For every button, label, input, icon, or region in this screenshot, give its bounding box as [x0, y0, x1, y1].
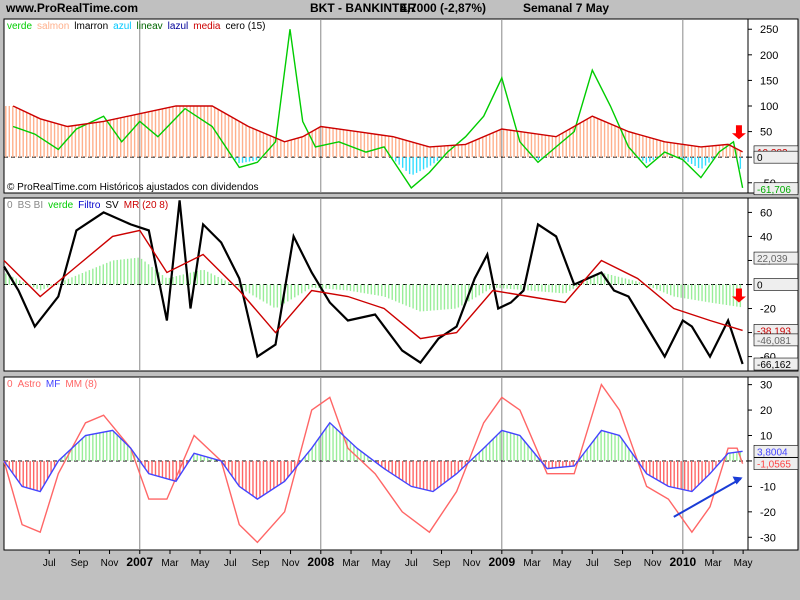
legend-item: lazul	[168, 21, 189, 32]
value-label-box	[753, 444, 799, 458]
price-label: 4,7000 (-2,87%)	[400, 1, 487, 15]
y-tick-label: 150	[760, 75, 778, 87]
chart-header: www.ProRealTime.com BKT - BANKINTER 4,70…	[0, 0, 800, 17]
x-tick-label: Jul	[586, 558, 599, 569]
site-url[interactable]: www.ProRealTime.com	[6, 1, 139, 15]
x-tick-label: May	[553, 558, 572, 569]
value-label: -66,162	[757, 360, 791, 371]
x-tick-label: Nov	[463, 558, 481, 569]
x-tick-label: May	[372, 558, 391, 569]
x-tick-label: Sep	[252, 558, 270, 569]
value-label: -38,193	[757, 326, 791, 337]
x-tick-label: Sep	[71, 558, 89, 569]
value-label-box	[753, 357, 799, 371]
trend-arrow	[673, 477, 742, 518]
x-tick-label: Mar	[342, 558, 360, 569]
x-tick-label: Jul	[43, 558, 56, 569]
legend-item: verde	[7, 21, 32, 32]
value-label-box	[753, 150, 799, 164]
trend-arrow-head	[732, 476, 743, 485]
x-tick-label: May	[191, 558, 210, 569]
legend-item: Astro	[18, 379, 42, 390]
symbol-label: BKT - BANKINTER	[310, 1, 416, 15]
legend-item: 0	[7, 200, 13, 211]
x-tick-label: Jul	[405, 558, 418, 569]
legend-item: cero (15)	[226, 21, 266, 32]
footnote-label: © ProRealTime.com Históricos ajustados c…	[7, 182, 259, 193]
x-tick-label: Nov	[644, 558, 662, 569]
down-arrow-icon	[731, 288, 746, 303]
value-label-box	[753, 333, 799, 347]
legend-item: SV	[105, 200, 119, 211]
legend-item: MM (8)	[65, 379, 97, 390]
series-line-mf	[3, 421, 743, 500]
y-tick-label: -20	[760, 304, 776, 316]
y-tick-label: 100	[760, 101, 778, 113]
indicator-pane-2: -60-40-20020406022,0390-38,193-46,081-66…	[3, 197, 799, 372]
value-label: -46,081	[757, 336, 791, 347]
y-tick-label: -10	[760, 481, 776, 493]
legend-item: azul	[113, 21, 131, 32]
legend-item: media	[193, 21, 221, 32]
x-tick-label: Mar	[704, 558, 722, 569]
down-arrow-icon	[731, 125, 746, 140]
y-tick-label: -30	[760, 532, 776, 544]
y-axis-panel	[747, 18, 799, 194]
plot-background	[3, 376, 749, 551]
x-tick-label: 2008	[307, 555, 334, 569]
value-label: 0	[757, 281, 763, 292]
x-tick-label: Jul	[224, 558, 237, 569]
y-tick-label: 50	[760, 127, 772, 139]
legend-item: lineav	[137, 21, 163, 32]
value-label-box	[753, 457, 799, 470]
value-label: -1,0565	[757, 460, 791, 471]
series-line-verde	[12, 29, 744, 189]
x-tick-label: 2009	[488, 555, 515, 569]
value-label: -61,706	[757, 185, 791, 196]
series-line-astro	[3, 383, 744, 544]
period-label: Semanal 7 May	[523, 1, 610, 15]
series-line-media	[12, 105, 743, 153]
indicator-pane-1: -5005010015020025010,3820-61,706verdesal…	[3, 18, 799, 196]
legend-item: verde	[48, 200, 73, 211]
legend-item: MF	[46, 379, 60, 390]
value-label-box	[753, 278, 799, 291]
x-tick-label: Nov	[101, 558, 119, 569]
indicator-pane-3: -30-20-1001020303,8004-1,05650AstroMFMM …	[3, 376, 799, 551]
y-tick-label: 10	[760, 431, 772, 443]
x-tick-label: 2007	[126, 555, 153, 569]
legend-item: Filtro	[78, 200, 101, 211]
y-tick-label: 40	[760, 231, 772, 243]
legend-item: MR (20 8)	[124, 200, 168, 211]
y-tick-label: 60	[760, 207, 772, 219]
value-label: 3,8004	[757, 447, 788, 458]
legend-item: lmarron	[74, 21, 108, 32]
y-tick-label: 20	[760, 405, 772, 417]
value-label-box	[753, 251, 799, 265]
x-tick-label: May	[734, 558, 753, 569]
x-tick-label: 2010	[669, 555, 696, 569]
value-label-box	[753, 182, 799, 196]
x-tick-label: Mar	[523, 558, 541, 569]
y-tick-label: 250	[760, 24, 778, 36]
x-tick-label: Sep	[433, 558, 451, 569]
value-label: 0	[757, 153, 763, 164]
plot-background	[3, 18, 749, 194]
value-label: 22,039	[757, 254, 788, 265]
legend-item: 0	[7, 379, 13, 390]
series-line-mr-20-8	[3, 229, 743, 340]
y-tick-label: 30	[760, 380, 772, 392]
x-tick-label: Sep	[614, 558, 632, 569]
legend-item: BS BI	[18, 200, 44, 211]
legend-item: salmon	[37, 21, 69, 32]
y-tick-label: 200	[760, 50, 778, 62]
series-line-sv	[3, 200, 744, 365]
x-tick-label: Nov	[282, 558, 300, 569]
x-tick-label: Mar	[161, 558, 179, 569]
y-tick-label: -20	[760, 507, 776, 519]
